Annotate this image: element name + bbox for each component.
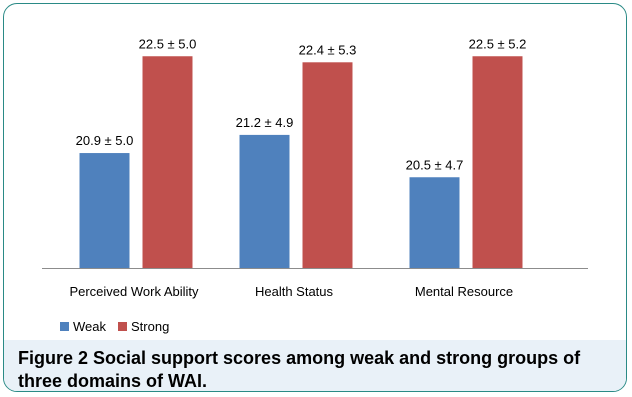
bar-weak-1 bbox=[79, 153, 130, 268]
x-tick-label-3: Mental Resource bbox=[415, 284, 513, 299]
caption-label: Figure 2 bbox=[18, 348, 89, 368]
bar-strong-2 bbox=[302, 62, 353, 268]
data-label-strong-2: 22.4 ± 5.3 bbox=[299, 42, 357, 57]
bar-weak-3 bbox=[409, 177, 460, 268]
caption-text: Social support scores among weak and str… bbox=[18, 348, 581, 391]
bar-chart: 20.9 ± 5.0 22.5 ± 5.0 Perceived Work Abili… bbox=[42, 36, 588, 299]
bar-strong-3 bbox=[472, 56, 523, 268]
data-label-weak-2: 21.2 ± 4.9 bbox=[236, 115, 294, 130]
legend-label-weak: Weak bbox=[73, 318, 106, 334]
legend-item-strong: Strong bbox=[118, 319, 169, 334]
legend-swatch-weak bbox=[60, 321, 69, 331]
legend-item-weak: Weak bbox=[60, 319, 106, 334]
x-tick-label-1: Perceived Work Ability bbox=[69, 284, 199, 299]
figure-frame: 20.9 ± 5.0 22.5 ± 5.0 Perceived Work Abili… bbox=[3, 3, 627, 392]
bar-weak-2 bbox=[239, 134, 290, 268]
legend-swatch-strong bbox=[118, 321, 127, 331]
data-label-strong-1: 22.5 ± 5.0 bbox=[139, 36, 197, 51]
figure-caption: Figure 2 Social support scores among wea… bbox=[4, 340, 626, 391]
bar-strong-1 bbox=[142, 56, 193, 268]
legend-label-strong: Strong bbox=[131, 318, 170, 334]
x-tick-label-2: Health Status bbox=[255, 284, 334, 299]
data-label-weak-3: 20.5 ± 4.7 bbox=[406, 157, 464, 172]
data-label-weak-1: 20.9 ± 5.0 bbox=[76, 133, 134, 148]
chart-legend: Weak Strong bbox=[60, 318, 181, 334]
data-label-strong-3: 22.5 ± 5.2 bbox=[469, 36, 527, 51]
